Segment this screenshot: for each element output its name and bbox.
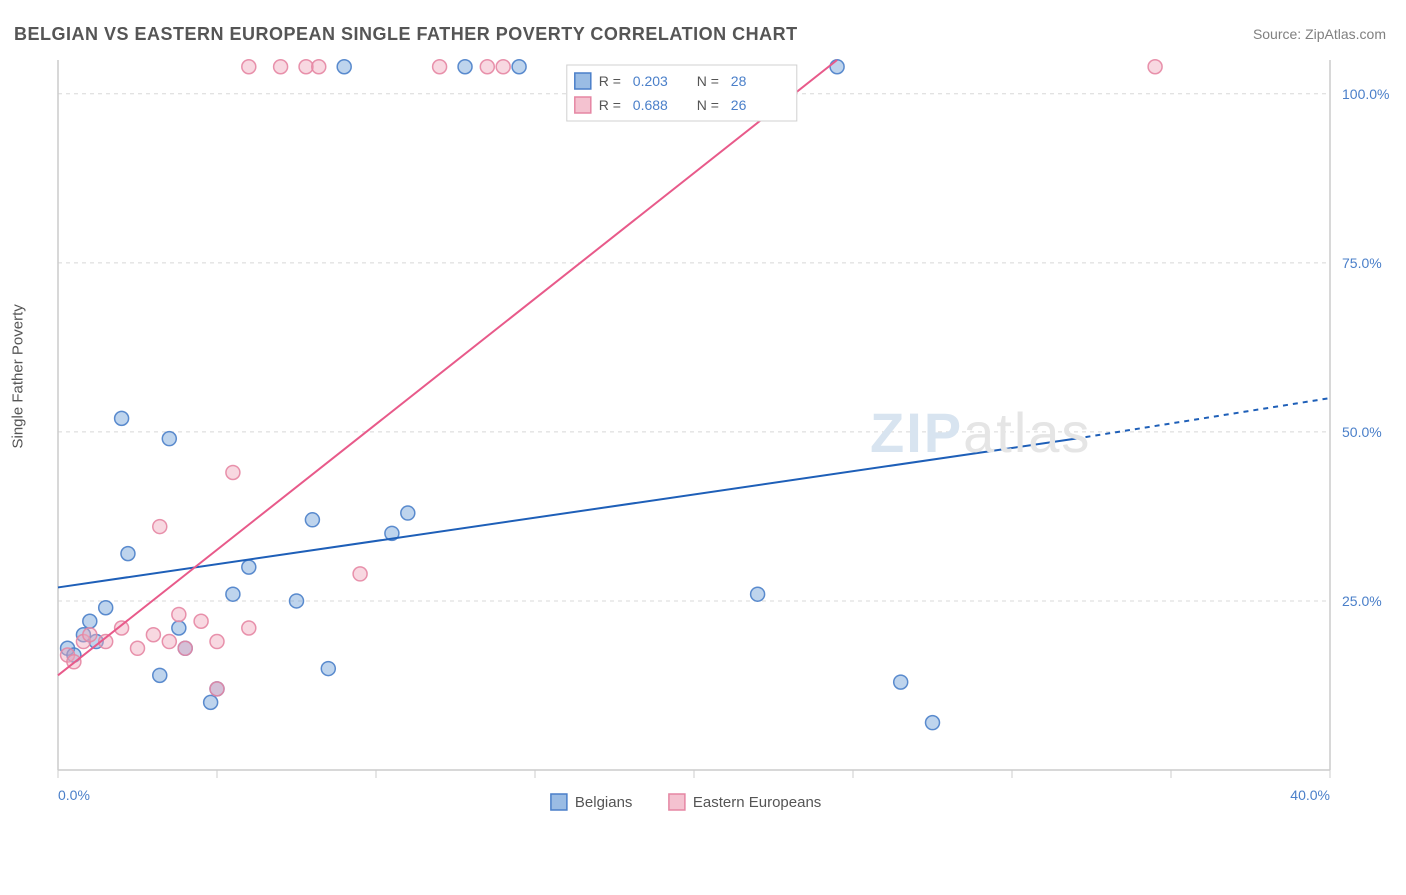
legend-series-label: Belgians — [575, 794, 633, 811]
scatter-point — [226, 587, 240, 601]
chart-title: BELGIAN VS EASTERN EUROPEAN SINGLE FATHE… — [14, 24, 798, 45]
scatter-point — [401, 506, 415, 520]
y-axis-label: Single Father Poverty — [10, 304, 27, 448]
scatter-point — [121, 547, 135, 561]
scatter-point — [172, 607, 186, 621]
legend-n-value: 26 — [731, 97, 747, 113]
scatter-point — [204, 695, 218, 709]
scatter-point — [312, 60, 326, 74]
legend-series-label: Eastern Europeans — [693, 794, 821, 811]
scatter-point — [131, 641, 145, 655]
trend-line — [58, 60, 837, 675]
scatter-point — [458, 60, 472, 74]
chart-container: BELGIAN VS EASTERN EUROPEAN SINGLE FATHE… — [0, 0, 1406, 892]
scatter-point — [337, 60, 351, 74]
legend-r-value: 0.688 — [633, 97, 668, 113]
scatter-point — [210, 635, 224, 649]
legend-n-value: 28 — [731, 73, 747, 89]
legend-swatch — [575, 73, 591, 89]
scatter-point — [299, 60, 313, 74]
scatter-point — [321, 662, 335, 676]
scatter-point — [115, 411, 129, 425]
scatter-point — [162, 432, 176, 446]
scatter-point — [496, 60, 510, 74]
scatter-point — [305, 513, 319, 527]
scatter-point — [146, 628, 160, 642]
scatter-point — [242, 621, 256, 635]
legend-r-value: 0.203 — [633, 73, 668, 89]
legend-swatch — [575, 97, 591, 113]
scatter-point — [83, 628, 97, 642]
svg-text:40.0%: 40.0% — [1290, 787, 1330, 803]
scatter-point — [153, 520, 167, 534]
scatter-point — [480, 60, 494, 74]
scatter-point — [226, 465, 240, 479]
scatter-point — [926, 716, 940, 730]
scatter-point — [153, 668, 167, 682]
scatter-point — [830, 60, 844, 74]
scatter-point — [178, 641, 192, 655]
source-label: Source: ZipAtlas.com — [1253, 26, 1386, 42]
scatter-point — [751, 587, 765, 601]
scatter-point — [512, 60, 526, 74]
trend-line-dashed — [1076, 398, 1330, 439]
chart-svg: 25.0%50.0%75.0%100.0%0.0%40.0%R = 0.203N… — [50, 60, 1370, 890]
legend-n-label: N = — [697, 97, 719, 113]
scatter-point — [162, 635, 176, 649]
legend-n-label: N = — [697, 73, 719, 89]
legend-series-swatch — [669, 794, 685, 810]
scatter-point — [353, 567, 367, 581]
scatter-point — [194, 614, 208, 628]
scatter-point — [242, 560, 256, 574]
plot-area: 25.0%50.0%75.0%100.0%0.0%40.0%R = 0.203N… — [50, 60, 1370, 830]
svg-text:25.0%: 25.0% — [1342, 593, 1382, 609]
trend-line — [58, 439, 1076, 588]
scatter-point — [210, 682, 224, 696]
scatter-point — [274, 60, 288, 74]
scatter-point — [99, 601, 113, 615]
legend-series-swatch — [551, 794, 567, 810]
scatter-point — [290, 594, 304, 608]
svg-text:0.0%: 0.0% — [58, 787, 90, 803]
scatter-point — [83, 614, 97, 628]
scatter-point — [433, 60, 447, 74]
legend-r-label: R = — [599, 73, 621, 89]
svg-text:100.0%: 100.0% — [1342, 86, 1389, 102]
legend-r-label: R = — [599, 97, 621, 113]
svg-text:75.0%: 75.0% — [1342, 255, 1382, 271]
scatter-point — [894, 675, 908, 689]
scatter-point — [172, 621, 186, 635]
scatter-point — [1148, 60, 1162, 74]
scatter-point — [242, 60, 256, 74]
svg-text:50.0%: 50.0% — [1342, 424, 1382, 440]
